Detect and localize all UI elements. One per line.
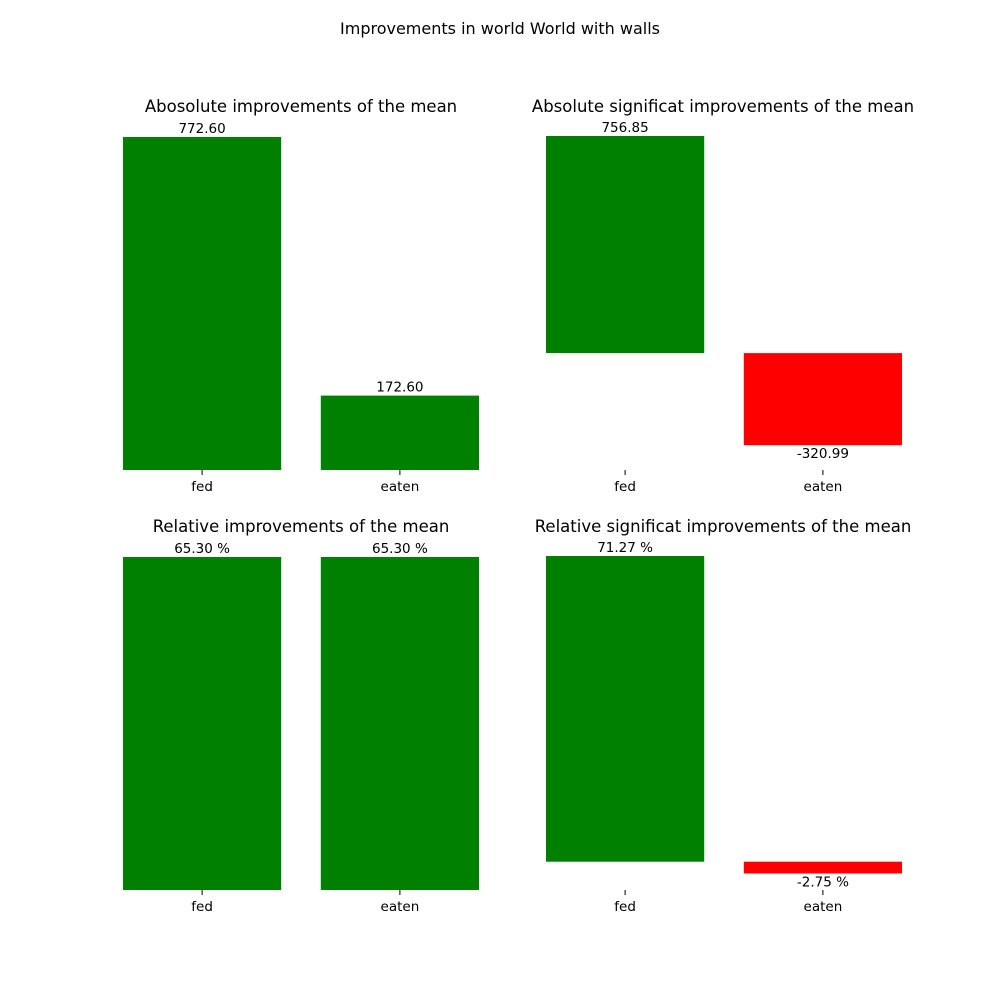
x-tick-label: fed bbox=[191, 479, 213, 495]
subplot-title: Relative improvements of the mean bbox=[153, 517, 450, 536]
bar-value-label: 71.27 % bbox=[597, 540, 653, 556]
x-tick-label: eaten bbox=[804, 899, 843, 915]
x-tick-label: fed bbox=[614, 479, 636, 495]
x-tick-label: eaten bbox=[381, 899, 420, 915]
bar-value-label: 65.30 % bbox=[372, 541, 428, 557]
subplot-title: Relative significat improvements of the … bbox=[535, 517, 912, 536]
subplot-title: Absolute significat improvements of the … bbox=[532, 97, 914, 116]
x-tick-label: eaten bbox=[804, 479, 843, 495]
bar-eaten bbox=[743, 353, 902, 446]
x-tick-label: fed bbox=[614, 899, 636, 915]
bar-eaten bbox=[743, 861, 902, 874]
bar-value-label: -2.75 % bbox=[797, 875, 849, 891]
bar-eaten bbox=[320, 557, 479, 890]
bar-value-label: -320.99 bbox=[797, 446, 849, 462]
bar-fed bbox=[546, 136, 705, 354]
bar-value-label: 172.60 bbox=[376, 380, 423, 396]
bar-value-label: 772.60 bbox=[178, 121, 225, 137]
figure-suptitle: Improvements in world World with walls bbox=[340, 19, 660, 38]
subplot-relative-significant: Relative significat improvements of the … bbox=[535, 517, 912, 915]
subplot-absolute-mean: Abosolute improvements of the mean 772.6… bbox=[123, 97, 479, 495]
subplot-title: Abosolute improvements of the mean bbox=[145, 97, 457, 116]
x-tick-label: eaten bbox=[381, 479, 420, 495]
bar-eaten bbox=[320, 395, 479, 470]
subplot-relative-mean: Relative improvements of the mean 65.30 … bbox=[123, 517, 479, 915]
bar-fed bbox=[123, 137, 282, 470]
bar-value-label: 65.30 % bbox=[174, 541, 230, 557]
x-tick-label: fed bbox=[191, 899, 213, 915]
subplot-absolute-significant: Absolute significat improvements of the … bbox=[532, 97, 914, 495]
bar-fed bbox=[123, 557, 282, 890]
bar-value-label: 756.85 bbox=[601, 120, 648, 136]
bar-fed bbox=[546, 556, 705, 862]
